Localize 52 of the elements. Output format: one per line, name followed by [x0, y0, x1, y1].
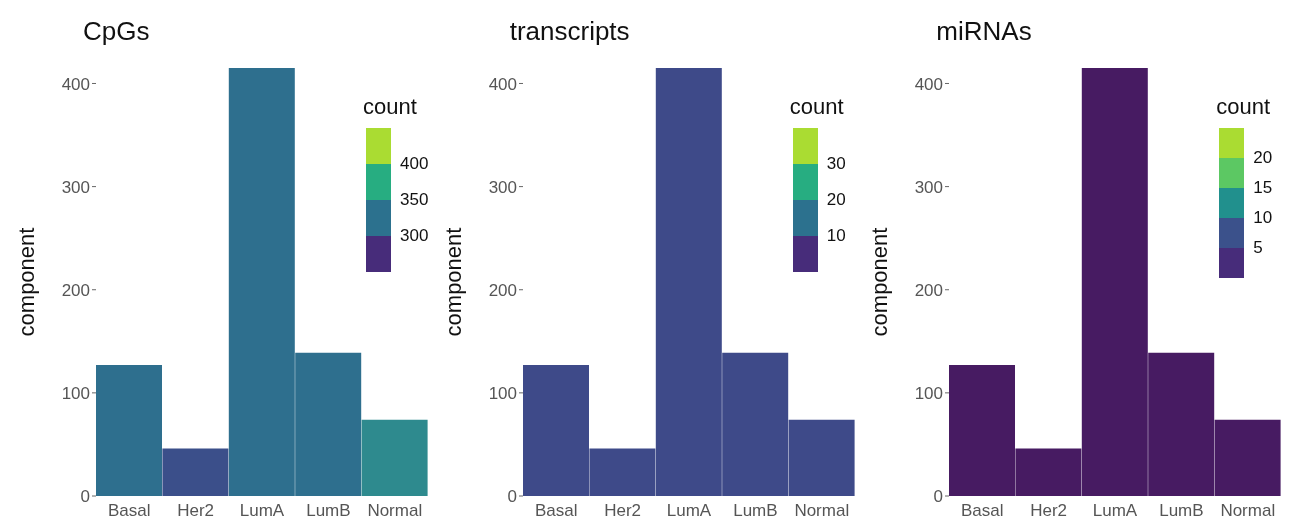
annotation: 400 [400, 153, 429, 175]
annotation: 350 [400, 189, 429, 211]
color-bar-title: count [1216, 94, 1271, 120]
annotation: 10 [826, 225, 846, 247]
y-tick-label: 200 [61, 280, 90, 300]
annotation: 20 [826, 189, 846, 211]
y-tick-label: 400 [61, 74, 90, 94]
x-tick-label: LumA [666, 501, 712, 521]
x-tick-label: Her2 [1030, 501, 1068, 521]
x-tick-label: Normal [794, 501, 849, 521]
y-tick-label: 400 [914, 74, 944, 94]
y-tick-label: 300 [488, 177, 517, 197]
y-tick-label: 0 [507, 487, 517, 507]
x-tick-label: Her2 [177, 501, 215, 521]
y-tick-label: 300 [914, 177, 944, 197]
x-tick-label: LumB [1159, 501, 1204, 521]
x-tick-label: LumA [1093, 501, 1139, 521]
bar [162, 448, 229, 496]
y-tick-label: 100 [914, 383, 944, 403]
color-bar-title: count [363, 94, 417, 120]
y-tick-label: 200 [914, 280, 944, 300]
y-tick-label: 400 [488, 74, 517, 94]
x-tick-label: Normal [1220, 501, 1276, 521]
y-tick-label: 0 [80, 487, 90, 507]
y-tick-label: 200 [488, 280, 517, 300]
annotation: 10 [1253, 207, 1273, 229]
x-tick-label: Normal [367, 501, 423, 521]
annotation: 15 [1253, 177, 1273, 199]
chart-title: miRNAs [936, 16, 1032, 47]
y-tick-label: 100 [61, 383, 90, 403]
y-tick-label: 300 [61, 177, 90, 197]
y-axis-title: component [440, 227, 466, 337]
bar [361, 419, 428, 496]
chart-title: transcripts [509, 16, 630, 47]
y-tick-label: 0 [933, 487, 944, 507]
x-tick-label: Basal [107, 501, 151, 521]
annotation: 30 [826, 153, 846, 175]
chart-title: CpGs [83, 16, 150, 47]
x-tick-label: LumA [239, 501, 285, 521]
y-axis-title: component [867, 227, 893, 337]
x-tick-label: LumB [732, 501, 778, 521]
x-tick-label: LumB [306, 501, 351, 521]
annotation: 20 [1253, 147, 1273, 169]
x-tick-label: Basal [534, 501, 578, 521]
x-tick-label: Her2 [603, 501, 641, 521]
color-bar-title: count [789, 94, 844, 120]
annotation: 300 [400, 225, 429, 247]
bar [96, 365, 162, 496]
y-axis-title: component [13, 227, 39, 337]
y-tick-label: 100 [488, 383, 517, 403]
x-tick-label: Basal [961, 501, 1004, 521]
annotation: 5 [1253, 237, 1263, 259]
